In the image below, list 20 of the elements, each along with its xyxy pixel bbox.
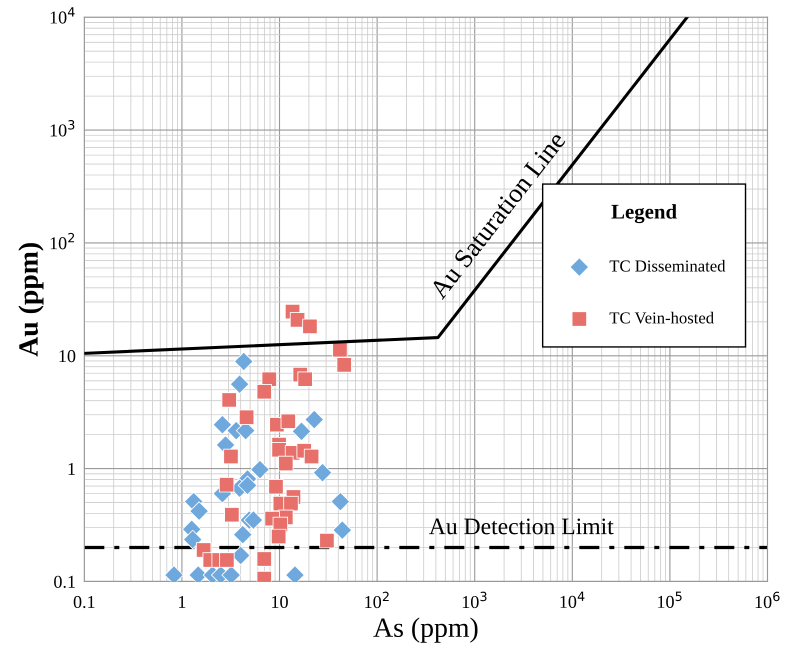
y-axis-title: Au (ppm): [18, 243, 44, 357]
ref-line-label: Au Detection Limit: [429, 518, 614, 534]
y-tick-label: 10$^{2}$: [50, 232, 74, 250]
y-tick-label: 10: [60, 350, 76, 362]
x-tick-label: 10$^{5}$: [658, 592, 682, 608]
legend-label: TC Disseminated: [610, 260, 726, 272]
legend-label: TC Vein-hosted: [610, 312, 714, 324]
y-tick-label: 10$^{3}$: [50, 120, 74, 137]
y-tick-label: 1: [68, 462, 75, 475]
x-tick-label: 1: [178, 596, 186, 608]
legend-title: Legend: [611, 204, 677, 224]
x-tick-label: 10$^{2}$: [365, 592, 389, 608]
y-tick-label: 10$^{4}$: [50, 7, 75, 24]
x-tick-label: 0.1: [74, 596, 95, 608]
x-tick-label: 10$^{6}$: [756, 592, 780, 608]
x-tick-label: 10: [272, 596, 288, 608]
x-tick-label: 10$^{3}$: [462, 592, 487, 608]
x-axis-title: As (ppm): [373, 618, 478, 643]
x-tick-label: 10$^{4}$: [560, 592, 584, 608]
y-tick-label: 0.1: [54, 576, 75, 588]
